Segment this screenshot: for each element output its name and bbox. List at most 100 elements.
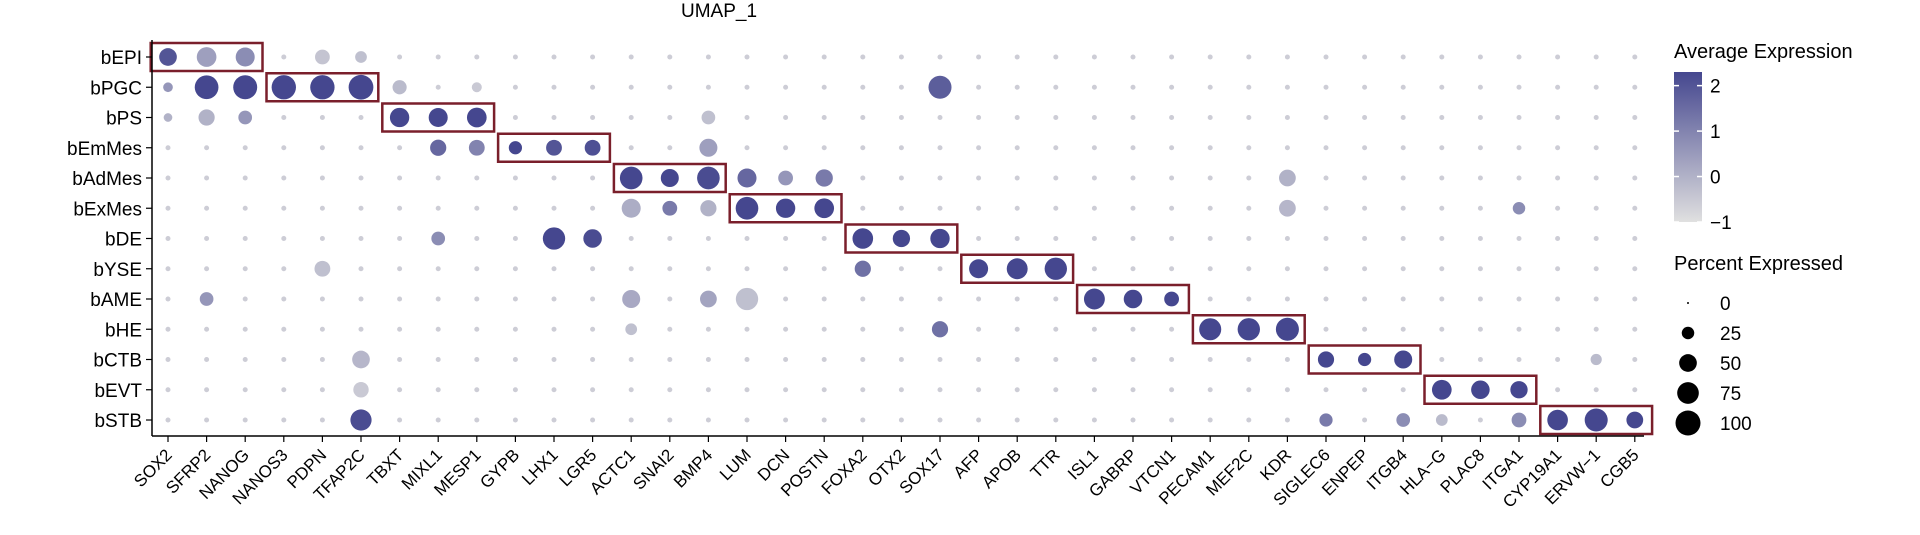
dot-bPGC-CYP19A1 [1555, 84, 1561, 90]
highlight-box-bEVT [1423, 374, 1538, 405]
legend-color-title: Average Expression [1674, 41, 1853, 63]
dot-bEPI-BMP4 [705, 54, 711, 60]
dot-bAdMes-ERVW−1 [1593, 175, 1599, 181]
y-tick-label: bEVT [94, 381, 142, 402]
dot-bEPI-DCN [783, 54, 789, 60]
dot-bYSE-CGB5 [1632, 266, 1638, 272]
colorbar-tick-label: −1 [1710, 213, 1732, 234]
dot-bPGC-ENPEP [1362, 84, 1368, 90]
dot-bEPI-SNAI2 [667, 54, 673, 60]
dot-bDE-NANOS3 [281, 236, 287, 241]
dot-bHE-CGB5 [1632, 326, 1638, 332]
dot-bHE-PECAM1 [1199, 318, 1222, 341]
highlight-box-bCTB [1307, 344, 1422, 375]
dot-bEVT-PDPN [319, 387, 325, 393]
dot-bPS-POSTN [821, 115, 827, 120]
dot-bYSE-PLAC8 [1477, 266, 1483, 272]
highlight-box-bHE [1191, 314, 1306, 345]
dot-bAdMes-NANOS3 [281, 175, 287, 181]
dot-bPGC-VTCN1 [1169, 84, 1175, 90]
dot-bEmMes-LUM [744, 145, 750, 151]
dot-bEmMes-TBXT [397, 145, 403, 151]
dot-bSTB-MESP1 [474, 417, 480, 423]
x-tick-label: TTR [1027, 445, 1064, 482]
dot-bDE-ERVW−1 [1593, 236, 1599, 241]
dot-bAME-FOXA2 [860, 296, 866, 302]
dot-bAME-SIGLEC6 [1323, 296, 1329, 302]
dot-bDE-ACTC1 [628, 236, 634, 241]
dot-bPGC-ERVW−1 [1593, 84, 1599, 90]
dot-bCTB-PDPN [319, 357, 325, 362]
dot-bEmMes-SFRP2 [204, 145, 210, 151]
dot-bPS-NANOG [238, 110, 253, 125]
dot-bAME-DCN [783, 296, 789, 302]
dot-bEmMes-TTR [1053, 145, 1059, 151]
x-axis-labels: SOX2SFRP2NANOGNANOS3PDPNTFAP2CTBXTMIXL1M… [130, 445, 1642, 511]
dot-bEmMes-NANOS3 [281, 145, 287, 151]
dot-bSTB-VTCN1 [1169, 417, 1175, 423]
dot-bEPI-MESP1 [474, 54, 480, 60]
dot-bYSE-ACTC1 [628, 266, 634, 272]
dot-bAME-HLA−G [1439, 296, 1445, 302]
dot-bEmMes-OTX2 [898, 145, 904, 151]
dot-bAdMes-MEF2C [1246, 175, 1252, 181]
highlight-boxes [149, 41, 1654, 436]
dot-bEPI-ERVW−1 [1593, 54, 1599, 60]
dot-bYSE-SFRP2 [204, 266, 210, 272]
dot-bCTB-VTCN1 [1169, 357, 1175, 362]
dot-bHE-MEF2C [1237, 318, 1260, 341]
dot-bYSE-SOX17 [937, 266, 943, 272]
dot-bEmMes-KDR [1284, 145, 1290, 151]
dot-bHE-SNAI2 [667, 326, 673, 332]
dot-bEmMes-LHX1 [546, 139, 562, 156]
dot-bHE-TFAP2C [358, 326, 364, 332]
dot-bExMes-KDR [1279, 199, 1296, 217]
size-legend-label: 50 [1720, 354, 1741, 375]
dot-bAdMes-PDPN [319, 175, 325, 181]
x-tick-label: LUM [716, 445, 755, 484]
dot-bYSE-ITGB4 [1400, 266, 1406, 272]
dot-bDE-BMP4 [705, 236, 711, 241]
dot-bAME-SOX17 [937, 296, 943, 302]
dot-bPGC-CGB5 [1632, 84, 1638, 90]
dot-bAdMes-KDR [1279, 169, 1296, 187]
dot-bYSE-VTCN1 [1169, 266, 1175, 272]
dot-bEPI-TFAP2C [355, 51, 367, 63]
dot-bEVT-SNAI2 [667, 387, 673, 393]
dot-bYSE-TTR [1044, 257, 1067, 280]
highlight-box-bEmMes [496, 132, 612, 163]
dot-bEPI-SFRP2 [196, 47, 217, 67]
size-legend-dot [1681, 326, 1695, 340]
dot-bExMes-SIGLEC6 [1323, 205, 1329, 211]
dot-bEVT-MIXL1 [435, 387, 441, 393]
dot-bEmMes-LGR5 [584, 139, 601, 156]
dot-bCTB-NANOS3 [281, 357, 287, 362]
dot-bEPI-SOX2 [159, 48, 177, 66]
dot-bAdMes-ACTC1 [619, 166, 643, 190]
dot-bEmMes-APOB [1014, 145, 1020, 151]
dot-bSTB-ITGB4 [1396, 413, 1411, 427]
dot-bEPI-ITGB4 [1400, 54, 1406, 60]
dot-bHE-VTCN1 [1169, 326, 1175, 332]
dot-bDE-LUM [744, 236, 750, 241]
dot-bAdMes-PLAC8 [1477, 175, 1483, 181]
dot-bEVT-DCN [783, 387, 789, 393]
x-tick-label: CGB5 [1596, 445, 1642, 491]
dot-bEVT-GYPB [512, 387, 518, 393]
dot-bHE-NANOS3 [281, 326, 287, 332]
dot-bCTB-ITGB4 [1394, 350, 1413, 369]
dot-bPGC-ACTC1 [628, 84, 634, 90]
dot-bEVT-NANOG [242, 387, 248, 393]
dot-bPGC-MIXL1 [435, 84, 441, 90]
dot-bEmMes-PLAC8 [1477, 145, 1483, 151]
plot-title: UMAP_1 [681, 1, 757, 22]
dot-bAME-MIXL1 [435, 296, 441, 302]
dot-bAdMes-ENPEP [1362, 175, 1368, 181]
dot-bPGC-FOXA2 [860, 84, 866, 90]
dot-bEPI-POSTN [821, 54, 827, 60]
dot-bCTB-TTR [1053, 357, 1059, 362]
dot-bAdMes-AFP [976, 175, 982, 181]
dot-bAME-APOB [1014, 296, 1020, 302]
dot-bPS-SIGLEC6 [1323, 115, 1329, 120]
dot-bExMes-GYPB [512, 205, 518, 211]
